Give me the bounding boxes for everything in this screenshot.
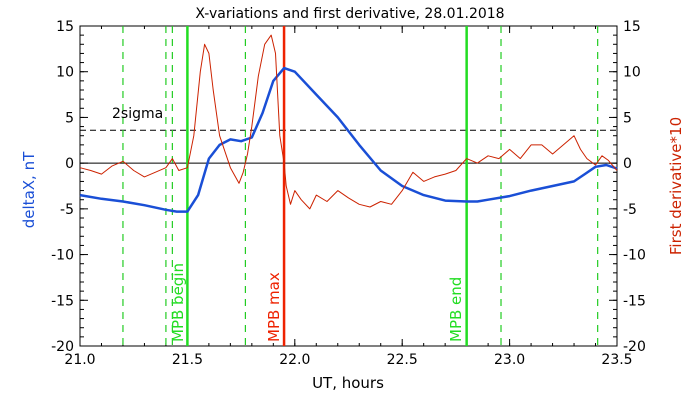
y-tick-label-right: 10	[623, 65, 641, 81]
y-tick-label-left: 5	[65, 110, 74, 126]
chart-title: X-variations and first derivative, 28.01…	[195, 6, 504, 22]
y-tick-label-right: -15	[623, 293, 646, 309]
y-axis-title-right: First derivative*10	[667, 117, 685, 255]
y-tick-label-left: 15	[56, 19, 74, 35]
x-tick-label: 22.0	[279, 352, 310, 368]
mpb-begin-label: MPB begin	[169, 263, 187, 342]
x-tick-label: 21.5	[172, 352, 203, 368]
x-tick-label: 21.0	[64, 352, 95, 368]
mpb-max-label: MPB max	[265, 272, 283, 342]
y-tick-label-left: -10	[51, 248, 74, 264]
y-tick-label-right: 15	[623, 19, 641, 35]
y-tick-label-right: -5	[623, 202, 637, 218]
y-tick-label-left: -20	[51, 339, 74, 355]
y-axis-title-left: deltaX, nT	[20, 151, 38, 228]
y-tick-label-right: 5	[623, 110, 632, 126]
tick-labels: 21.0 21.5 22.0 22.5 23.0 23.5 15 15 10 10 5 5 0 0 -5 -5…	[51, 19, 646, 368]
plot-frame	[79, 25, 618, 347]
y-tick-label-right: -20	[623, 339, 646, 355]
x-axis-title: UT, hours	[312, 374, 384, 392]
reference-lines	[80, 26, 617, 346]
deltax-series-line	[79, 66, 618, 213]
y-tick-label-left: 0	[65, 156, 74, 172]
y-tick-label-right: 0	[623, 156, 632, 172]
y-tick-label-left: 10	[56, 65, 74, 81]
y-tick-label-right: -10	[623, 248, 646, 264]
data-series	[79, 34, 618, 213]
x-tick-label: 23.5	[601, 352, 632, 368]
y-tick-label-left: -5	[60, 202, 74, 218]
x-tick-label: 23.0	[494, 352, 525, 368]
x-tick-label: 22.5	[387, 352, 418, 368]
y-tick-label-left: -15	[51, 293, 74, 309]
mpb-end-label: MPB end	[447, 277, 465, 342]
derivative-series-line	[79, 34, 618, 210]
sigma-label: 2sigma	[112, 106, 163, 122]
